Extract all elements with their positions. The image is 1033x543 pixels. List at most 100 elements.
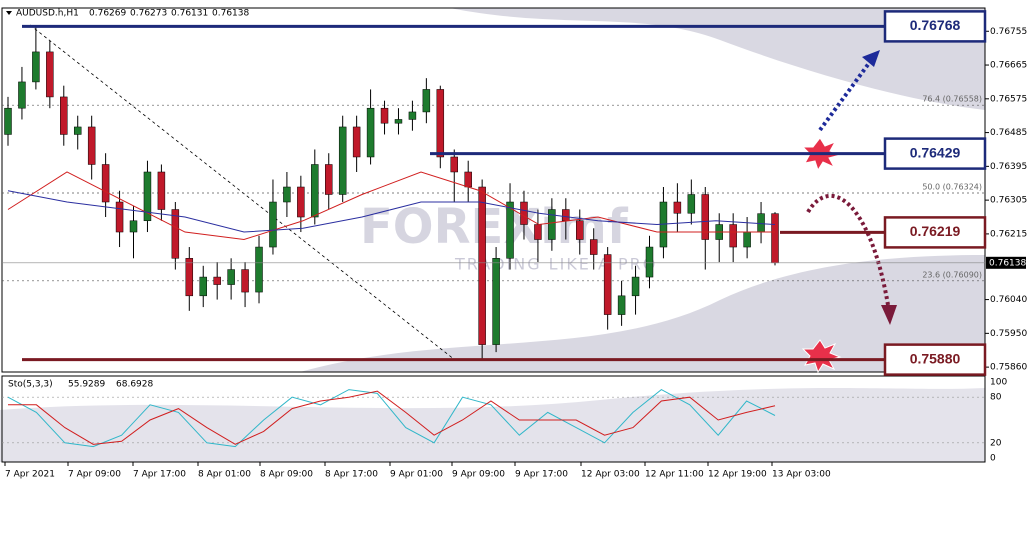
- y-tick-label: 0.75950: [990, 329, 1027, 339]
- candle-body: [617, 295, 626, 315]
- candle-body: [450, 156, 458, 173]
- candle-body: [743, 231, 751, 248]
- oscillator-tick-label: 0: [990, 454, 996, 464]
- current-price-label: 0.76138: [989, 258, 1026, 268]
- level-box-frame: [883, 10, 987, 43]
- candle-body: [506, 201, 514, 259]
- candle-body: [673, 201, 682, 214]
- x-tick-label: 12 Apr 19:00: [708, 470, 767, 480]
- candle-body: [338, 126, 347, 195]
- oscillator-tick-label: 20: [990, 438, 1002, 448]
- x-tick-label: 8 Apr 17:00: [325, 470, 378, 480]
- candle-body: [4, 107, 12, 135]
- candle-body: [422, 89, 431, 113]
- candle-body: [352, 126, 361, 158]
- oscillator-tick-label: 80: [990, 393, 1002, 403]
- oscillator-name: Sto(5,3,3): [8, 380, 53, 390]
- candle-body: [101, 164, 110, 203]
- candle-body: [520, 201, 528, 225]
- candle-body: [464, 171, 472, 188]
- candle-body: [771, 213, 779, 264]
- candle-body: [269, 201, 277, 248]
- candle-body: [645, 246, 654, 278]
- level-label: 0.76219: [910, 223, 961, 239]
- candle-body: [129, 220, 138, 233]
- watermark: FOREXimf: [360, 199, 629, 255]
- y-tick-label: 0.76305: [990, 196, 1027, 206]
- candle-body: [32, 51, 40, 83]
- candle-body: [701, 194, 710, 240]
- candle-body: [255, 246, 263, 293]
- price-panel: [1, 7, 986, 373]
- y-tick-label: 0.76395: [990, 162, 1027, 172]
- candle-body: [757, 213, 765, 233]
- candle-body: [46, 51, 54, 98]
- x-tick-label: 7 Apr 09:00: [68, 470, 121, 480]
- candle-body: [603, 254, 612, 315]
- level-box: 0.76219: [883, 216, 987, 249]
- moving-average: [7, 171, 775, 241]
- fib-label: 23.6 (0.76090): [922, 270, 982, 279]
- candle-body: [492, 258, 500, 345]
- candle-body: [143, 171, 152, 222]
- candle-body: [87, 126, 96, 165]
- candle-body: [60, 96, 68, 135]
- candle-body: [408, 111, 417, 120]
- oscillator-panel: [1, 375, 986, 463]
- oscillator-line: [7, 389, 776, 448]
- y-tick-label: 0.76755: [990, 27, 1027, 37]
- candle-body: [478, 186, 486, 345]
- candle-body: [157, 171, 166, 210]
- oscillator-signal: 68.6928: [116, 380, 153, 390]
- level-box-frame: [883, 216, 987, 249]
- background-shapes: [0, 8, 985, 462]
- y-tick-label: 0.76575: [990, 94, 1027, 104]
- level-box: 0.76768: [883, 10, 987, 43]
- candle-body: [115, 201, 124, 233]
- current-price-box: [986, 256, 1026, 269]
- oscillator-line: [8, 390, 776, 445]
- x-tick-label: 9 Apr 09:00: [452, 470, 505, 480]
- candle-body: [185, 258, 194, 297]
- high: 0.76273: [130, 9, 167, 19]
- level-box-frame: [883, 343, 987, 376]
- level-label: 0.75880: [910, 350, 961, 366]
- level-box-frame: [883, 137, 987, 170]
- candle-body: [534, 224, 542, 240]
- candle-body: [687, 194, 696, 214]
- candle-body: [548, 209, 556, 240]
- candle-body: [394, 119, 403, 124]
- close: 0.76138: [212, 9, 249, 19]
- candle-body: [199, 276, 207, 297]
- trend-line: [29, 24, 456, 361]
- level-box: 0.76429: [883, 137, 987, 170]
- candle-body: [589, 239, 598, 255]
- candle-body: [729, 224, 737, 248]
- y-tick-label: 0.76665: [990, 61, 1027, 71]
- oscillator-tick-label: 100: [990, 378, 1007, 388]
- low: 0.76131: [171, 9, 208, 19]
- candle-body: [380, 107, 389, 124]
- candle-body: [311, 164, 319, 218]
- candle-body: [73, 126, 82, 135]
- x-tick-label: 13 Apr 03:00: [772, 470, 831, 480]
- x-tick-label: 12 Apr 03:00: [581, 470, 640, 480]
- candle-body: [213, 276, 221, 285]
- candle-body: [562, 209, 570, 222]
- candle-body: [325, 164, 333, 195]
- candle-body: [631, 276, 640, 297]
- candle-body: [18, 81, 26, 109]
- candle-body: [283, 186, 291, 203]
- y-tick-label: 0.76215: [990, 229, 1027, 239]
- moving-average: [7, 190, 776, 233]
- candle-body: [227, 269, 235, 285]
- level-box: 0.75880: [883, 343, 987, 376]
- level-label: 0.76429: [910, 144, 961, 160]
- open: 0.76269: [89, 9, 126, 19]
- candle-body: [576, 220, 584, 240]
- fib-label: 50.0 (0.76324): [922, 183, 982, 192]
- symbol: AUDUSD.h,H1: [16, 9, 79, 19]
- candle-body: [436, 89, 445, 158]
- x-tick-label: 9 Apr 01:00: [390, 470, 443, 480]
